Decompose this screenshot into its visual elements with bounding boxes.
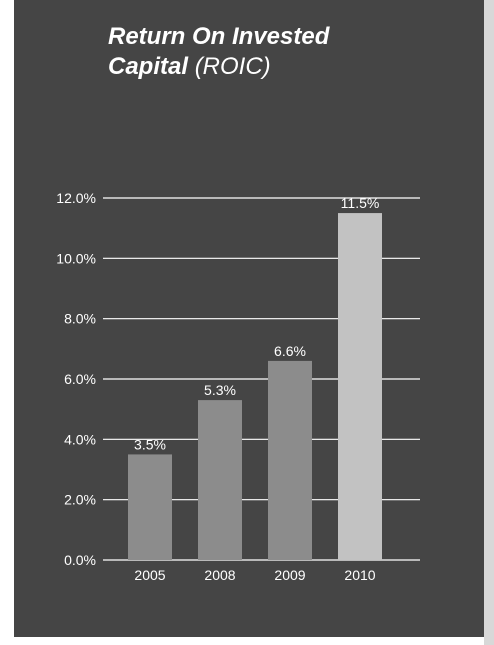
page-edge <box>484 0 494 645</box>
chart-title: Return On Invested Capital (ROIC) <box>108 22 329 82</box>
data-label: 3.5% <box>134 436 166 452</box>
y-tick-label: 6.0% <box>64 371 96 387</box>
x-tick-label: 2010 <box>344 567 375 583</box>
chart-title-capital: Capital <box>108 53 189 80</box>
data-label: 6.6% <box>274 343 306 359</box>
y-tick-label: 10.0% <box>56 250 96 266</box>
bar <box>198 400 242 560</box>
chart-title-line2: Capital (ROIC) <box>108 52 329 82</box>
y-tick-label: 0.0% <box>64 552 96 568</box>
y-tick-label: 4.0% <box>64 431 96 447</box>
bar <box>268 360 312 560</box>
y-tick-label: 8.0% <box>64 311 96 327</box>
data-label: 11.5% <box>341 195 380 211</box>
data-label: 5.3% <box>204 382 236 398</box>
y-tick-label: 2.0% <box>64 492 96 508</box>
chart-subtitle: (ROIC) <box>194 53 271 80</box>
chart-title-line1: Return On Invested <box>108 23 330 50</box>
y-tick-label: 12.0% <box>56 190 96 206</box>
bar <box>338 213 382 561</box>
bar <box>128 454 172 560</box>
x-tick-label: 2008 <box>204 567 235 583</box>
x-tick-label: 2009 <box>274 567 305 583</box>
x-tick-label: 2005 <box>134 567 165 583</box>
